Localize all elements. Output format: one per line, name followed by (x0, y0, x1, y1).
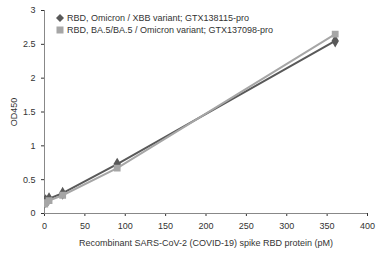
html-text:RBD, BA.5/BA.5 / Omicron varia: RBD, BA.5/BA.5 / Omicron variant; GTX137… (67, 25, 274, 35)
svg-text:1: 1 (30, 141, 35, 151)
svg-text:OD450: OD450 (9, 98, 19, 127)
svg-text:0: 0 (42, 221, 47, 231)
html-text:RBD, Omicron / XBB variant; GT: RBD, Omicron / XBB variant; GTX138115-pr… (67, 13, 249, 23)
svg-text:200: 200 (198, 221, 213, 231)
svg-text:150: 150 (158, 221, 173, 231)
svg-text:2: 2 (30, 73, 35, 83)
svg-text:400: 400 (360, 221, 375, 231)
svg-text:0: 0 (30, 208, 35, 218)
svg-text:3: 3 (30, 5, 35, 15)
svg-text:100: 100 (118, 221, 133, 231)
svg-text:350: 350 (320, 221, 335, 231)
svg-text:300: 300 (279, 221, 294, 231)
svg-text:250: 250 (239, 221, 254, 231)
svg-text:50: 50 (80, 221, 90, 231)
svg-text:1.5: 1.5 (23, 107, 36, 117)
svg-text:Recombinant SARS-CoV-2 (COVID-: Recombinant SARS-CoV-2 (COVID-19) spike … (79, 238, 333, 248)
svg-text:0.5: 0.5 (23, 175, 36, 185)
svg-text:2.5: 2.5 (23, 39, 36, 49)
